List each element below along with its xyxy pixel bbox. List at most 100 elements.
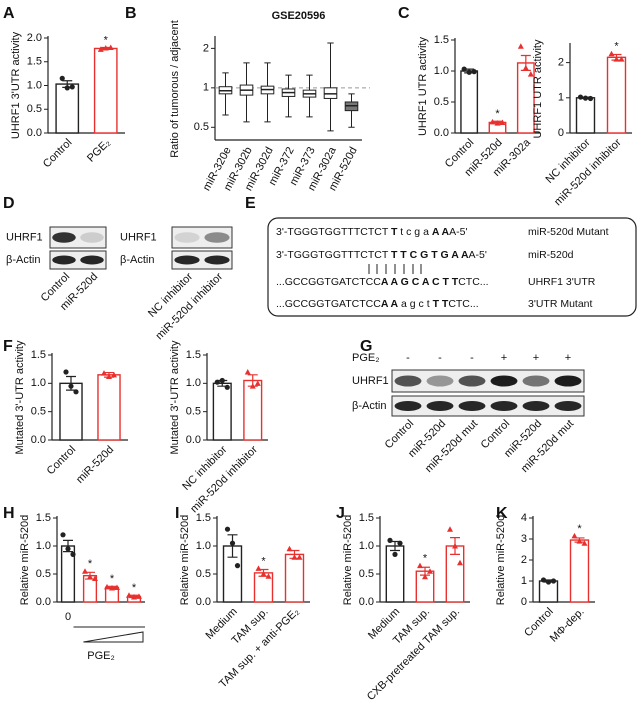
data-point xyxy=(87,573,93,580)
treatment-sign: + xyxy=(565,352,571,364)
blot-band xyxy=(52,232,76,243)
panel-label: B xyxy=(125,5,137,22)
data-point xyxy=(214,379,220,385)
x-tick-label: MΦ-dep. xyxy=(548,606,587,645)
y-tick-label: 1.0 xyxy=(434,65,449,77)
sequence-segment: A-5' xyxy=(469,249,487,261)
blot-band xyxy=(204,255,230,265)
treatment-label: PGE₂ xyxy=(352,352,380,364)
y-axis-label: Mutated 3'-UTR activity xyxy=(169,340,181,454)
chart-title: GSE20596 xyxy=(272,10,326,22)
y-tick-label: 0 xyxy=(521,596,527,608)
data-point xyxy=(527,71,534,77)
panel-label: F xyxy=(3,338,13,355)
sequence-segment: ...GCCGGTGATCTCC xyxy=(276,276,381,288)
y-tick-label: 1.5 xyxy=(31,349,46,361)
y-axis-label: Relative miR-520d xyxy=(342,515,354,605)
data-point xyxy=(582,95,589,101)
data-point xyxy=(613,56,620,62)
x-tick-label: PGE₂ xyxy=(85,137,113,165)
y-tick-label: 0.5 xyxy=(36,568,51,580)
treatment-sign: - xyxy=(406,352,410,364)
y-tick-label: 0.0 xyxy=(186,434,201,446)
sequence-box xyxy=(267,217,637,317)
data-point xyxy=(387,537,393,544)
sequence-segment: 3'-TGGGTGGTTTCTCT xyxy=(276,226,391,238)
bar xyxy=(243,379,263,441)
x-tick-label: Control xyxy=(45,444,79,478)
error-bar xyxy=(227,534,238,558)
panel-label: D xyxy=(3,195,15,212)
data-point xyxy=(59,75,65,81)
blot-band xyxy=(174,255,200,265)
data-point xyxy=(65,546,71,552)
y-tick-label: 2 xyxy=(203,42,209,54)
data-point xyxy=(427,568,433,574)
sequence-label: 3'UTR Mutant xyxy=(528,298,593,310)
data-point xyxy=(131,593,137,600)
data-point xyxy=(577,94,584,100)
x-tick-label: 0 xyxy=(65,611,71,623)
panel-label: J xyxy=(336,505,345,522)
blot-band xyxy=(394,401,422,411)
y-tick-label: 1.0 xyxy=(31,377,46,389)
significance-mark: * xyxy=(132,582,137,594)
blot-band xyxy=(458,375,486,387)
data-point xyxy=(618,56,625,62)
data-point xyxy=(63,369,69,375)
blot-band xyxy=(426,375,454,387)
sequence-segment: CTC... xyxy=(448,298,478,310)
data-point xyxy=(499,119,506,125)
data-point xyxy=(73,389,79,395)
data-point xyxy=(471,69,477,75)
bar xyxy=(93,47,118,134)
panel-label: I xyxy=(175,505,179,522)
data-point xyxy=(260,571,267,577)
y-tick-label: 3 xyxy=(521,533,527,545)
y-tick-label: 1 xyxy=(521,575,527,587)
bar xyxy=(97,374,121,441)
treatment-sign: - xyxy=(438,352,442,364)
panel-label: H xyxy=(3,505,15,522)
blot-row-label: UHRF1 xyxy=(352,375,389,387)
y-axis-label: Mutated 3'-UTR activity xyxy=(14,340,26,454)
y-tick-label: 0.5 xyxy=(186,406,201,418)
data-point xyxy=(60,532,66,538)
panel-label: C xyxy=(398,5,410,22)
bar xyxy=(55,83,80,134)
blot-band xyxy=(80,255,104,265)
y-tick-label: 0.5 xyxy=(434,96,449,108)
data-point xyxy=(489,118,496,125)
data-point xyxy=(97,46,104,52)
blot-band xyxy=(490,401,518,411)
y-axis-label: UHRF1 UTR activity xyxy=(532,39,544,139)
blot-row-label: UHRF1 xyxy=(6,231,43,243)
y-tick-label: 2 xyxy=(521,554,527,566)
y-tick-label: 0.0 xyxy=(196,596,211,608)
data-point xyxy=(68,383,74,389)
blot-band xyxy=(80,232,104,243)
data-point xyxy=(397,540,403,546)
data-point xyxy=(104,583,110,590)
data-point xyxy=(102,44,109,51)
blot-band xyxy=(522,401,550,411)
data-point xyxy=(265,573,272,579)
data-point xyxy=(219,377,225,384)
sequence-segment: T T C G T G A A xyxy=(391,249,469,261)
y-tick-label: 1.0 xyxy=(196,540,211,552)
data-point xyxy=(244,369,251,375)
blot-row-label: β-Actin xyxy=(352,400,386,412)
data-point xyxy=(254,380,261,386)
x-axis-label: PGE₂ xyxy=(87,650,115,662)
whisker xyxy=(327,42,334,132)
sequence-segment: CTC... xyxy=(458,276,488,288)
data-point xyxy=(224,526,231,532)
data-point xyxy=(587,95,594,102)
y-tick-label: 1.5 xyxy=(36,512,51,524)
bar xyxy=(575,97,596,134)
data-point xyxy=(466,69,472,75)
data-point xyxy=(224,384,230,390)
y-axis-label: Relative miR-520d xyxy=(179,515,191,605)
bar xyxy=(606,56,627,134)
